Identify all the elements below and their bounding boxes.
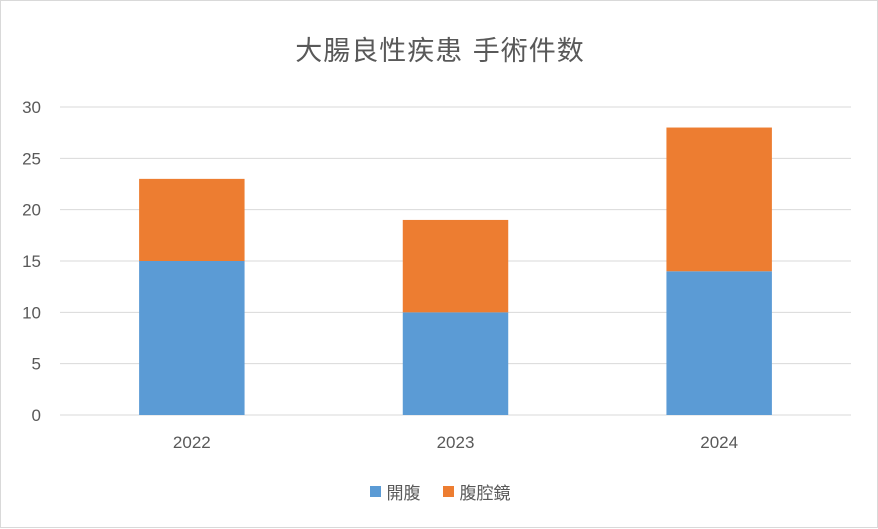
legend-swatch-laparoscopic: [442, 486, 454, 497]
legend-label-laparoscopic: 腹腔鏡: [459, 484, 511, 504]
x-tick-label: 2024: [700, 433, 738, 452]
y-tick-label: 10: [22, 303, 41, 322]
y-tick-label: 30: [22, 98, 41, 117]
y-tick-label: 15: [22, 252, 41, 271]
legend-item-open: 開腹: [369, 479, 421, 504]
bar-laparoscopic-2023: [402, 219, 509, 313]
bar-open-2024: [666, 271, 772, 415]
chart-title: 大腸良性疾患 手術件数: [295, 36, 585, 67]
legend-item-laparoscopic: 腹腔鏡: [442, 479, 511, 504]
bar-laparoscopic-2024: [666, 127, 772, 272]
y-tick-label: 0: [32, 406, 41, 425]
x-tick-label: 2022: [173, 433, 211, 452]
bar-open-2023: [402, 312, 509, 415]
bar-laparoscopic-2022: [139, 178, 245, 261]
legend: 開腹 腹腔鏡: [1, 479, 878, 504]
legend-label-open: 開腹: [386, 484, 421, 504]
legend-swatch-open: [369, 486, 381, 497]
y-tick-label: 25: [22, 149, 41, 168]
bar-open-2022: [139, 261, 245, 415]
y-tick-label: 5: [32, 355, 41, 374]
y-tick-label: 20: [22, 201, 41, 220]
x-tick-label: 2023: [437, 433, 475, 452]
